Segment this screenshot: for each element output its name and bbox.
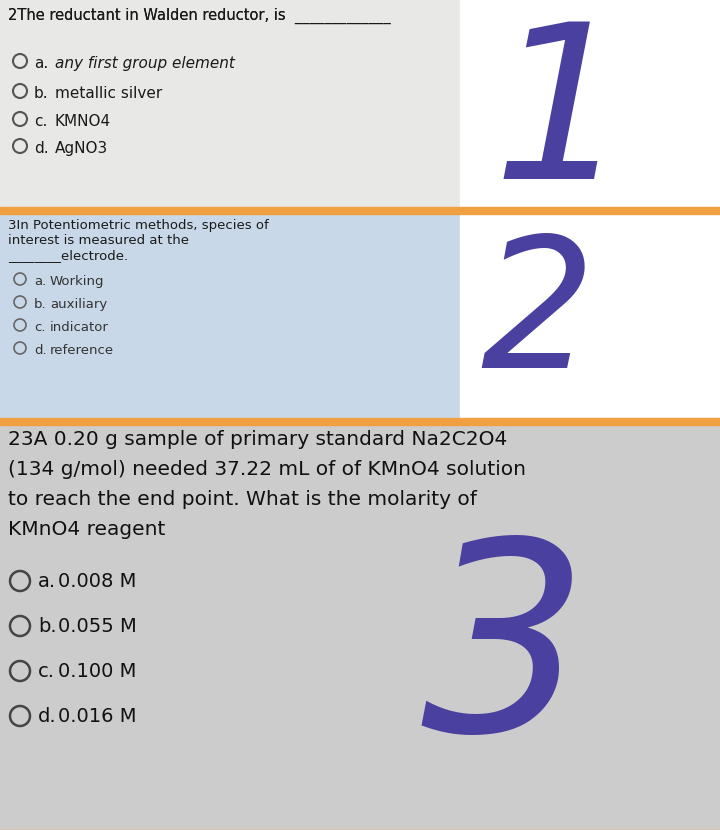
Text: 0.016 M: 0.016 M (58, 707, 137, 726)
Text: 2: 2 (480, 230, 595, 406)
Bar (460, 0, 720, 207)
Text: to reach the end point. What is the molarity of: to reach the end point. What is the mola… (8, 490, 477, 509)
Text: a.: a. (38, 572, 56, 591)
Text: KMNO4: KMNO4 (55, 114, 111, 129)
Text: 3In Potentiometric methods, species of: 3In Potentiometric methods, species of (8, 219, 269, 232)
Text: d.: d. (34, 344, 47, 357)
Text: b.: b. (38, 617, 57, 636)
Text: 0.008 M: 0.008 M (58, 572, 136, 591)
Text: (134 g/mol) needed 37.22 mL of of KMnO4 solution: (134 g/mol) needed 37.22 mL of of KMnO4 … (8, 460, 526, 479)
Text: a.: a. (34, 275, 46, 288)
Text: interest is measured at the: interest is measured at the (8, 234, 189, 247)
Text: 1: 1 (492, 15, 629, 224)
Text: Working: Working (50, 275, 104, 288)
Bar (0, 0, 460, 207)
Text: 0.100 M: 0.100 M (58, 662, 136, 681)
Text: b.: b. (34, 298, 47, 311)
Bar (0, 425, 720, 830)
Bar (0, 207, 720, 214)
Text: a.: a. (34, 56, 48, 71)
Text: c.: c. (34, 321, 45, 334)
Text: 2The reductant in Walden reductor, is: 2The reductant in Walden reductor, is (8, 8, 290, 23)
Text: d.: d. (34, 141, 49, 156)
Text: 3: 3 (420, 530, 588, 786)
Text: 23A 0.20 g sample of primary standard Na2C2O4: 23A 0.20 g sample of primary standard Na… (8, 430, 508, 449)
Text: indicator: indicator (50, 321, 109, 334)
Bar (0, 418, 720, 425)
Text: metallic silver: metallic silver (55, 86, 162, 101)
Text: reference: reference (50, 344, 114, 357)
Text: 0.055 M: 0.055 M (58, 617, 137, 636)
Text: any first group element: any first group element (55, 56, 235, 71)
Text: c.: c. (38, 662, 55, 681)
Text: d.: d. (38, 707, 57, 726)
Text: b.: b. (34, 86, 49, 101)
Text: KMnO4 reagent: KMnO4 reagent (8, 520, 166, 539)
Bar (0, 214, 460, 418)
Bar (460, 214, 720, 418)
Text: ________electrode.: ________electrode. (8, 249, 128, 262)
Text: AgNO3: AgNO3 (55, 141, 108, 156)
Text: c.: c. (34, 114, 48, 129)
Text: auxiliary: auxiliary (50, 298, 107, 311)
Text: 2The reductant in Walden reductor, is  _____________: 2The reductant in Walden reductor, is __… (8, 8, 391, 24)
